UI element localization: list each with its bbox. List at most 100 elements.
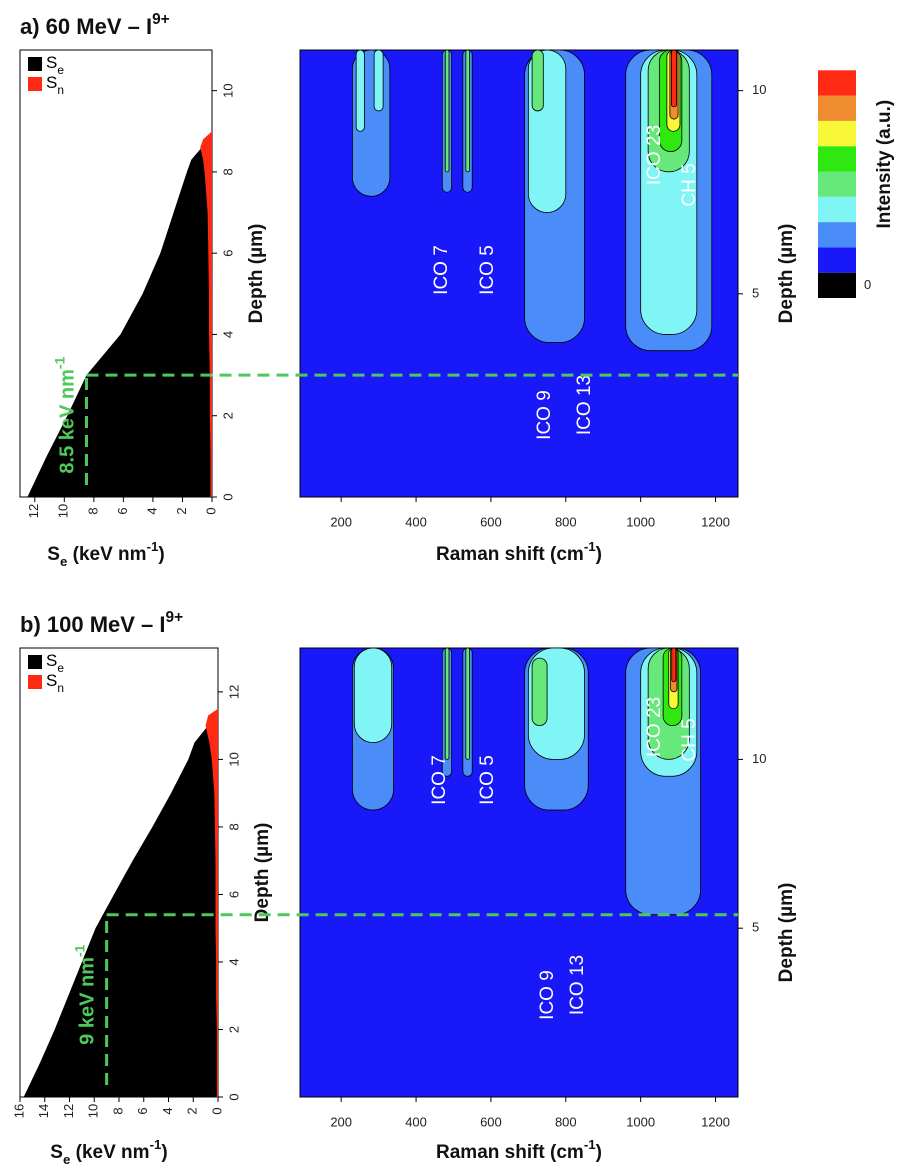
x-tick-label: 2	[174, 507, 189, 514]
y-tick-label: 10	[226, 752, 241, 766]
x-axis-label-part: e	[60, 554, 67, 569]
x-axis-label-part: (keV nm	[67, 544, 146, 565]
contour-region	[671, 647, 677, 683]
panel-title: a) 60 MeV – I9+	[20, 11, 170, 39]
marker-label-part: 9 keV nm	[77, 957, 99, 1045]
x-tick-label: 12	[61, 1104, 76, 1118]
colorbar-segment	[818, 272, 856, 298]
x-tick-label: 8	[85, 507, 100, 514]
peak-annotation: ICO 5	[477, 245, 498, 295]
x-axis-label: Se (keV nm-1)	[47, 539, 164, 569]
x-axis-label-part: )	[161, 1142, 167, 1163]
y-tick-label: 10	[752, 82, 766, 97]
y-tick-label: 0	[226, 1093, 241, 1100]
colorbar-tick-label: 0	[864, 277, 871, 292]
x-tick-label: 800	[555, 514, 577, 529]
area	[200, 131, 212, 498]
panel-title-part: a) 60 MeV – I	[20, 14, 152, 39]
contour-region	[355, 49, 365, 132]
y-tick-label: 2	[220, 412, 235, 419]
y-tick-label: 2	[226, 1026, 241, 1033]
colorbar-segment	[818, 120, 856, 147]
x-axis-label-part: S	[47, 544, 60, 565]
x-tick-label: 10	[86, 1104, 101, 1118]
contour-region	[531, 657, 548, 727]
colorbar-segment	[818, 222, 856, 248]
peak-annotation: ICO 7	[429, 755, 450, 805]
x-tick-label: 400	[405, 514, 427, 529]
y-tick-label: 6	[226, 891, 241, 898]
x-axis-label-part: -1	[150, 1137, 162, 1152]
contour-region	[353, 647, 393, 743]
x-tick-label: 14	[36, 1104, 51, 1118]
y-tick-label: 6	[220, 250, 235, 257]
contour-region	[465, 49, 470, 173]
x-axis-label: Raman shift (cm-1)	[436, 1137, 602, 1163]
colorbar-segment	[818, 146, 856, 172]
y-axis-label: Depth (µm)	[776, 883, 797, 983]
x-axis-label: Se (keV nm-1)	[50, 1137, 167, 1167]
x-tick-label: 8	[110, 1107, 125, 1114]
x-axis-label-part: )	[596, 544, 602, 565]
legend-label-part: S	[46, 671, 57, 690]
peak-annotation: ICO 9	[534, 390, 555, 440]
legend-label: Se	[46, 651, 64, 675]
y-tick-label: 10	[752, 751, 766, 766]
x-axis-label: Raman shift (cm-1)	[436, 539, 602, 565]
y-tick-label: 4	[220, 331, 235, 338]
legend-label-part: e	[57, 63, 64, 77]
contour-region	[444, 647, 450, 760]
x-axis-label-part: )	[596, 1142, 602, 1163]
x-axis-label-part: e	[63, 1152, 70, 1167]
x-tick-label: 2	[185, 1107, 200, 1114]
legend-swatch	[28, 655, 42, 669]
x-tick-label: 16	[11, 1104, 26, 1118]
x-axis-label-part: (keV nm	[70, 1142, 149, 1163]
panel-title-part: 9+	[152, 11, 170, 28]
x-tick-label: 1000	[626, 514, 655, 529]
x-axis-label-part: S	[50, 1142, 63, 1163]
peak-annotation: CH 5	[679, 718, 700, 761]
x-tick-label: 4	[144, 507, 159, 514]
peak-annotation: ICO 13	[574, 375, 595, 435]
legend-swatch	[28, 77, 42, 91]
y-axis-label: Depth (µm)	[246, 224, 267, 324]
peak-annotation: ICO 5	[477, 755, 498, 805]
y-tick-label: 5	[752, 920, 759, 935]
x-axis-label-part: )	[158, 544, 164, 565]
x-tick-label: 200	[330, 514, 352, 529]
y-axis-label: Depth (µm)	[776, 224, 797, 324]
contour-region	[373, 49, 384, 112]
marker-label-part: -1	[51, 356, 67, 369]
x-tick-label: 600	[480, 1114, 502, 1129]
x-tick-label: 600	[480, 514, 502, 529]
y-tick-label: 5	[752, 285, 759, 300]
peak-annotation: ICO 23	[644, 697, 665, 757]
area	[27, 131, 213, 498]
peak-annotation: CH 5	[679, 163, 700, 206]
legend-swatch	[28, 675, 42, 689]
x-axis-label-part: -1	[584, 539, 596, 554]
peak-annotation: ICO 23	[644, 125, 665, 185]
legend-label-part: S	[46, 651, 57, 670]
contour-region	[444, 49, 450, 173]
marker-label-part: -1	[71, 944, 87, 957]
colorbar-segment	[818, 247, 856, 273]
y-tick-label: 12	[226, 685, 241, 699]
x-tick-label: 6	[135, 1107, 150, 1114]
y-axis-label: Depth (µm)	[252, 823, 273, 923]
contour-region	[531, 49, 544, 112]
legend-label: Sn	[46, 671, 64, 695]
y-tick-label: 10	[220, 83, 235, 97]
x-tick-label: 1000	[626, 1114, 655, 1129]
x-axis-label-part: -1	[584, 1137, 596, 1152]
x-axis-label-part: -1	[147, 539, 159, 554]
x-tick-label: 10	[56, 504, 71, 518]
x-axis-label-part: Raman shift (cm	[436, 1142, 584, 1163]
panel-title: b) 100 MeV – I9+	[20, 609, 183, 637]
legend-label: Se	[46, 53, 64, 77]
x-axis-label-part: Raman shift (cm	[436, 544, 584, 565]
x-tick-label: 0	[209, 1107, 224, 1114]
colorbar-segment	[818, 70, 856, 96]
